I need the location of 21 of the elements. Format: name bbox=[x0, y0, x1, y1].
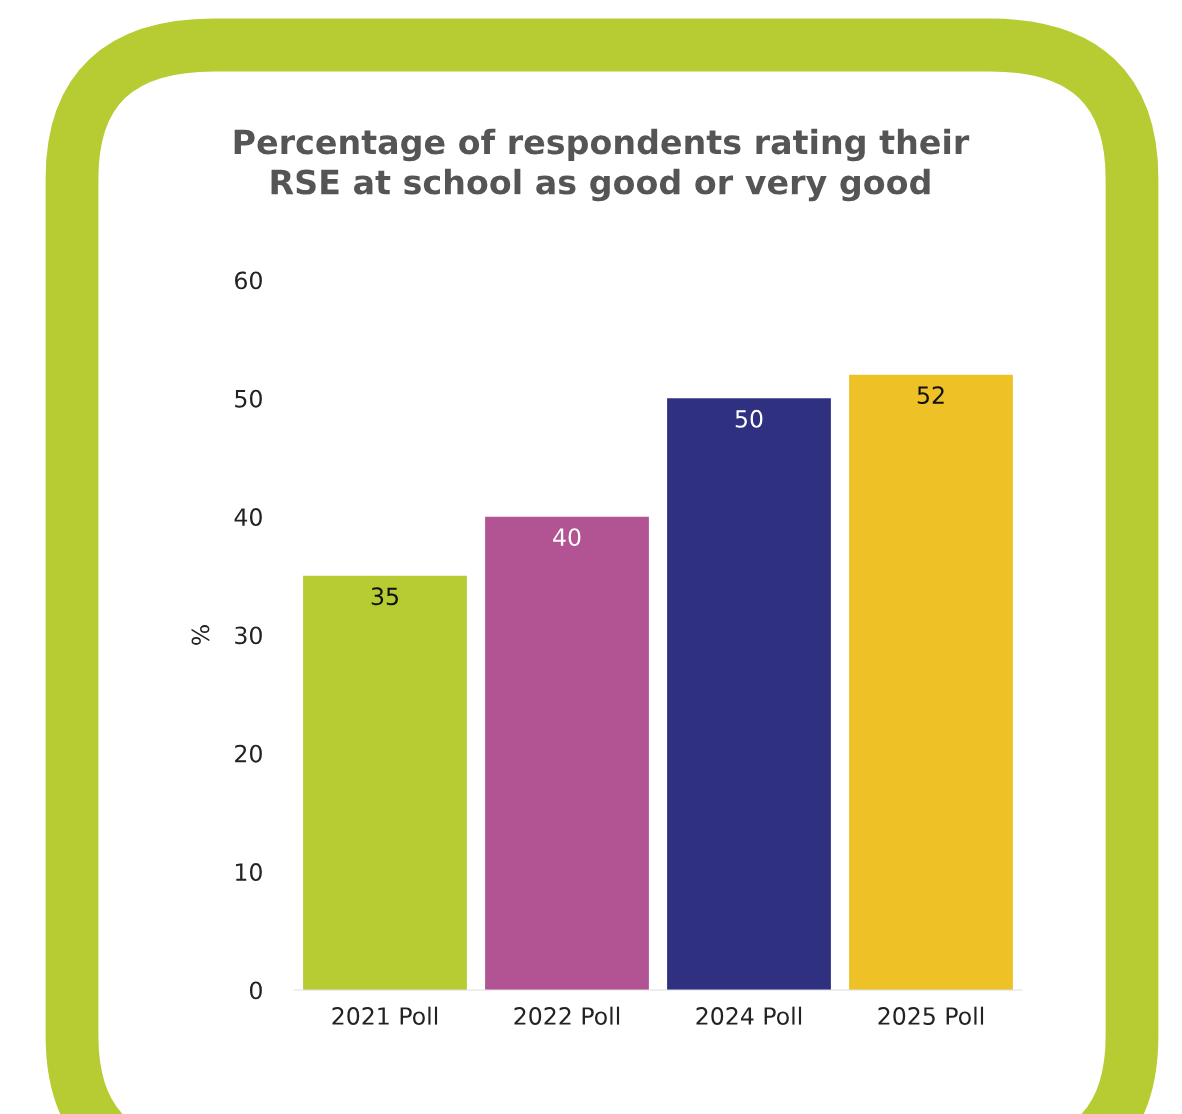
y-axis-title: % bbox=[191, 625, 210, 645]
data-label: 50 bbox=[735, 409, 763, 428]
y-tick-label: 50 bbox=[235, 389, 262, 408]
bar bbox=[849, 374, 1013, 990]
bar bbox=[303, 575, 467, 990]
y-tick-label: 0 bbox=[249, 981, 262, 1000]
x-tick-label: 2022 Poll bbox=[514, 1006, 620, 1025]
y-tick-label: 40 bbox=[234, 508, 262, 526]
y-tick-label: 10 bbox=[235, 863, 262, 881]
x-tick-label: 2025 Poll bbox=[878, 1006, 984, 1025]
data-label: 40 bbox=[553, 528, 581, 547]
y-tick-label: 60 bbox=[235, 271, 262, 290]
data-label: 35 bbox=[371, 587, 398, 606]
x-tick-label: 2021 Poll bbox=[332, 1006, 438, 1025]
x-tick-label: 2024 Poll bbox=[696, 1006, 802, 1025]
y-tick-label: 20 bbox=[235, 744, 262, 763]
bar bbox=[667, 398, 831, 990]
bar bbox=[485, 516, 649, 990]
chart-title: Percentage of respondents rating their RSE at school as good or very good bbox=[234, 128, 970, 202]
data-label: 52 bbox=[917, 386, 944, 405]
y-tick-label: 30 bbox=[235, 626, 262, 645]
